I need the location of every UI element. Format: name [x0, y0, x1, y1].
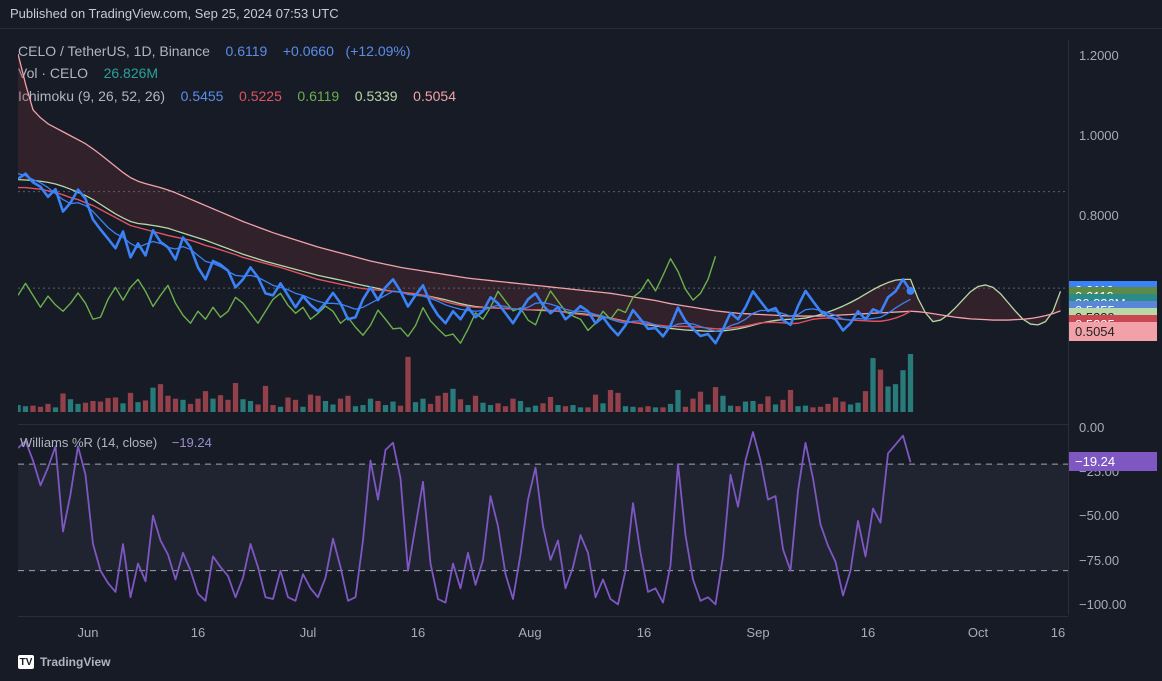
time-axis-label: Oct — [968, 625, 988, 640]
tv-logo-icon: TV — [18, 655, 34, 669]
time-axis-label: 16 — [1051, 625, 1065, 640]
price-axis: 1.20001.00000.80000.61190.611926.826M0.5… — [1068, 40, 1162, 615]
tradingview-watermark: TV TradingView — [18, 655, 110, 669]
williams-axis-tick: −50.00 — [1079, 508, 1119, 523]
williams-axis-tag: −19.24 — [1069, 452, 1157, 471]
time-axis-label: 16 — [861, 625, 875, 640]
main-chart-pane[interactable] — [18, 40, 1068, 415]
main-chart-svg — [18, 40, 1068, 415]
time-axis: Jun 16 Jul 16 Aug 16 Sep 16 Oct 16 — [18, 616, 1068, 654]
time-axis-label: 16 — [411, 625, 425, 640]
price-axis-tick: 0.8000 — [1079, 208, 1119, 223]
williams-axis-tick: −75.00 — [1079, 553, 1119, 568]
williams-legend: Williams %R (14, close) −19.24 — [20, 435, 212, 450]
williams-axis-tick: −100.00 — [1079, 597, 1126, 612]
publish-info: Published on TradingView.com, Sep 25, 20… — [10, 6, 339, 21]
tv-text: TradingView — [40, 655, 110, 669]
williams-pane[interactable]: Williams %R (14, close) −19.24 — [18, 424, 1068, 614]
price-axis-tag: 0.5054 — [1069, 322, 1157, 341]
time-axis-label: 16 — [191, 625, 205, 640]
time-axis-label: Sep — [746, 625, 769, 640]
williams-value: −19.24 — [172, 435, 212, 450]
time-axis-label: Aug — [518, 625, 541, 640]
time-axis-label: Jun — [78, 625, 99, 640]
williams-svg — [18, 425, 1068, 615]
price-axis-tick: 1.0000 — [1079, 128, 1119, 143]
header-divider — [0, 28, 1162, 29]
williams-label: Williams %R (14, close) — [20, 435, 157, 450]
price-axis-tick: 1.2000 — [1079, 48, 1119, 63]
time-axis-label: 16 — [637, 625, 651, 640]
williams-axis-tick: 0.00 — [1079, 420, 1104, 435]
time-axis-label: Jul — [300, 625, 317, 640]
